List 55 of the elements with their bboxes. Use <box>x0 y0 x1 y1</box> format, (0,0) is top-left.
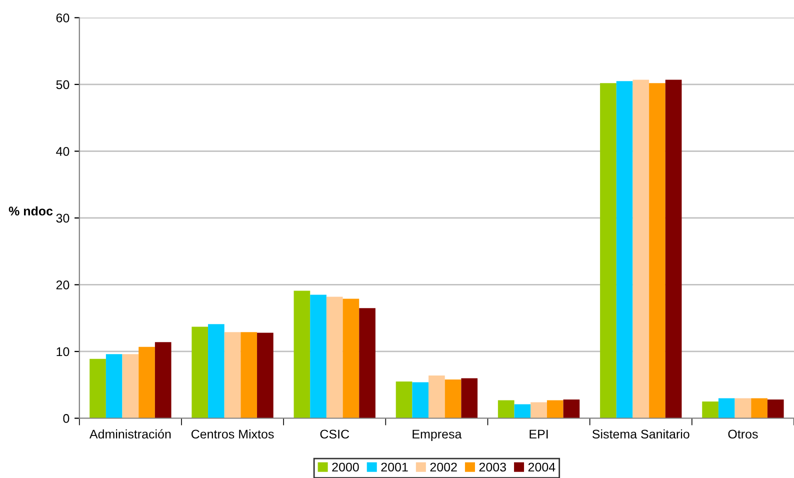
bar <box>90 358 106 418</box>
legend-label: 2002 <box>430 462 457 472</box>
x-tick-label: Sistema Sanitario <box>592 429 690 439</box>
bar <box>310 294 326 418</box>
x-tick-label: Centros Mixtos <box>191 429 274 439</box>
bar <box>326 296 343 418</box>
bar <box>767 400 784 418</box>
bar <box>154 342 172 418</box>
y-tick-label: 0 <box>63 414 70 423</box>
bar <box>563 400 580 418</box>
bar <box>224 332 241 418</box>
bar <box>342 298 360 418</box>
bar <box>428 376 445 418</box>
x-tick-label: Otros <box>728 430 758 439</box>
y-tick-label: 10 <box>56 347 70 356</box>
y-tick-label: 30 <box>56 214 70 223</box>
bar <box>106 354 122 418</box>
bar <box>718 398 735 418</box>
legend-label: 2003 <box>479 462 506 472</box>
bar <box>632 80 650 418</box>
bar <box>257 332 274 418</box>
y-tick-label: 20 <box>56 280 70 290</box>
legend-label: 2000 <box>332 462 359 472</box>
bar <box>734 398 752 418</box>
bar <box>461 378 478 418</box>
bar <box>396 382 412 418</box>
bar <box>530 402 547 418</box>
bar <box>122 354 139 418</box>
y-tick-label: 50 <box>56 80 70 90</box>
bar <box>546 400 564 418</box>
legend-label: 2004 <box>528 462 556 472</box>
bar <box>208 324 224 418</box>
y-tick-label: 60 <box>56 13 70 22</box>
bar <box>702 402 718 418</box>
bar <box>294 290 310 418</box>
bar <box>359 308 376 418</box>
bar <box>665 80 682 418</box>
bar <box>751 398 768 418</box>
x-tick-label: Administración <box>89 429 171 439</box>
y-axis-title: % ndoc <box>8 206 53 216</box>
bar <box>649 83 666 418</box>
bar <box>498 400 514 418</box>
x-tick-label: Empresa <box>412 430 462 442</box>
bar <box>600 83 616 418</box>
bar <box>412 382 429 418</box>
bar <box>240 332 258 418</box>
bar <box>192 326 208 418</box>
x-tick-label: EPI <box>530 430 548 438</box>
x-tick-label: CSIC <box>320 430 350 439</box>
bar <box>616 81 633 418</box>
legend-label: 2001 <box>381 462 408 472</box>
y-tick-label: 40 <box>56 147 70 156</box>
bar <box>514 404 531 418</box>
bar <box>138 346 155 418</box>
bar <box>444 380 462 418</box>
